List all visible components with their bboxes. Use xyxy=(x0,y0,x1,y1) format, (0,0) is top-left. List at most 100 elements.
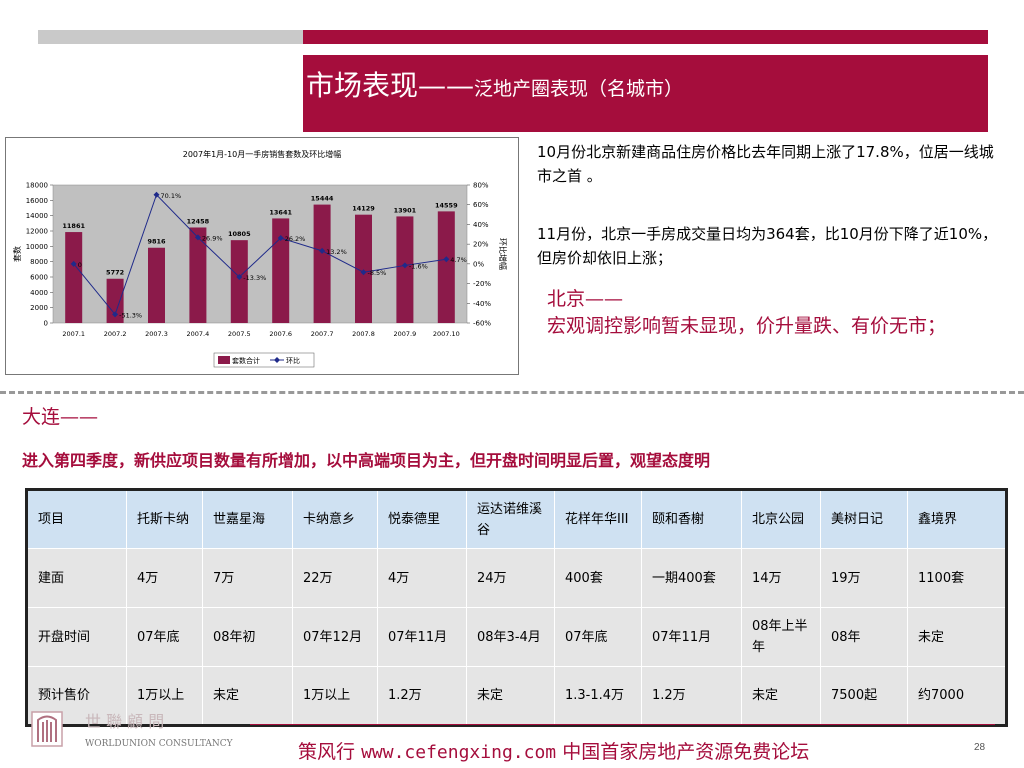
line-value-label: 70.1% xyxy=(161,192,182,200)
chart-bar xyxy=(437,211,455,323)
chart-bar xyxy=(65,232,83,323)
bar-value-label: 11861 xyxy=(62,222,85,230)
bar-value-label: 14129 xyxy=(352,205,375,213)
table-cell: 24万 xyxy=(466,548,555,608)
table-cell: 4万 xyxy=(126,548,203,608)
footer-url[interactable]: www.cefengxing.com xyxy=(361,742,557,763)
chart-bar xyxy=(313,204,331,323)
table-cell: 7万 xyxy=(202,548,293,608)
worldunion-logo: 世 聯 顧 問 WORLDUNION CONSULTANCY xyxy=(30,708,250,756)
bar-value-label: 12458 xyxy=(187,217,210,225)
sales-chart-svg: 2007年1月-10月一手房销售套数及环比增幅 0 2000 4000 6000 8000… xyxy=(12,149,508,368)
y-tick-label: 0 xyxy=(44,320,48,328)
footer: 策风行 www.cefengxing.com 中国首家房地产资源免费论坛 xyxy=(298,737,809,764)
table-header-cell: 颐和香榭 xyxy=(641,489,742,549)
line-point xyxy=(70,260,77,267)
table-cell: 未定 xyxy=(741,666,821,726)
table-cell: 未定 xyxy=(466,666,555,726)
y-tick-label: 14000 xyxy=(26,212,48,220)
table-header-cell: 项目 xyxy=(26,489,127,549)
chart-bar xyxy=(148,247,165,323)
dalian-summary: 进入第四季度，新供应项目数量有所增加，以中高端项目为主，但开盘时间明显后置，观望… xyxy=(22,451,711,470)
legend-marker-line xyxy=(274,357,280,363)
line-value-label: 0 xyxy=(78,261,82,269)
table-header-cell: 运达诺维溪谷 xyxy=(466,489,555,549)
line-value-label: -51.3% xyxy=(119,311,142,319)
line-point xyxy=(277,235,284,242)
y-tick-label: 2000 xyxy=(30,304,48,312)
line-point xyxy=(360,269,367,276)
y-axis-title: 套数 xyxy=(12,246,22,262)
table-cell: 400套 xyxy=(554,548,642,608)
y2-tick-label: -40% xyxy=(473,300,491,308)
sales-chart: 2007年1月-10月一手房销售套数及环比增幅 0 2000 4000 6000 8000… xyxy=(5,137,519,375)
table-header-cell: 美树日记 xyxy=(820,489,908,549)
y2-tick-label: 60% xyxy=(473,201,489,209)
y2-tick-label: 0% xyxy=(473,260,484,268)
page-title: 市场表现——泛地产圈表现（名城市） xyxy=(306,64,683,104)
logo-cn-text: 世 聯 顧 問 xyxy=(85,712,164,731)
table-cell: 1100套 xyxy=(907,548,1007,608)
y2-tick-label: 80% xyxy=(473,182,489,190)
top-gray-stripe xyxy=(38,30,303,44)
bar-value-label: 5772 xyxy=(106,269,124,277)
x-tick-label: 2007.3 xyxy=(145,330,168,338)
table-header-cell: 卡纳意乡 xyxy=(292,489,378,549)
y-tick-label: 4000 xyxy=(30,289,48,297)
legend-label-line: 环比 xyxy=(286,356,300,365)
bar-value-label: 13641 xyxy=(269,208,292,216)
line-value-label: -13.3% xyxy=(243,274,266,282)
x-tick-label: 2007.5 xyxy=(228,330,251,338)
y-tick-label: 8000 xyxy=(30,258,48,266)
table-header-cell: 托斯卡纳 xyxy=(126,489,203,549)
chart-bar xyxy=(106,278,124,323)
table-cell: 08年 xyxy=(820,607,908,667)
y2-tick-label: 20% xyxy=(473,241,489,249)
table-cell: 07年底 xyxy=(126,607,203,667)
table-cell: 7500起 xyxy=(820,666,908,726)
chart-bar xyxy=(396,216,414,323)
y-tick-label: 10000 xyxy=(26,243,48,251)
legend-swatch-bar xyxy=(218,356,230,364)
x-tick-label: 2007.9 xyxy=(394,330,417,338)
table-cell: 1.2万 xyxy=(641,666,742,726)
table-header-cell: 鑫境界 xyxy=(907,489,1007,549)
table-cell: 未定 xyxy=(907,607,1007,667)
table-row: 预计售价 1万以上 未定 1万以上 1.2万 未定 1.3-1.4万 1.2万 未定 7500起约… xyxy=(26,666,1007,726)
footer-name: 策风行 xyxy=(298,741,356,763)
line-value-label: 26.9% xyxy=(202,234,223,242)
table-cell: 1.3-1.4万 xyxy=(554,666,642,726)
y-tick-label: 12000 xyxy=(26,228,48,236)
table-cell: 一期400套 xyxy=(641,548,742,608)
table-row: 开盘时间 07年底 08年初 07年12月 07年11月 08年3-4月 07年底 07年11… xyxy=(26,607,1007,667)
y2-tick-label: -20% xyxy=(473,280,491,288)
table-cell: 1.2万 xyxy=(377,666,467,726)
series-line-ratio xyxy=(73,193,447,316)
table-header-cell: 世嘉星海 xyxy=(202,489,293,549)
line-value-label: -8.5% xyxy=(368,269,387,277)
chart-legend xyxy=(213,352,315,368)
y2-tick-label: 40% xyxy=(473,221,489,229)
x-tick-label: 2007.8 xyxy=(352,330,375,338)
y2-axis-title: 环比增幅 xyxy=(498,238,508,270)
line-point xyxy=(194,234,201,241)
table-header-cell: 花样年华III xyxy=(554,489,642,549)
line-value-label: 4.7% xyxy=(450,256,467,264)
legend-label-bar: 套数合计 xyxy=(232,356,260,365)
line-point xyxy=(112,311,119,318)
x-tick-label: 2007.6 xyxy=(269,330,292,338)
table-cell: 4万 xyxy=(377,548,467,608)
table-cell: 08年3-4月 xyxy=(466,607,555,667)
table-cell: 07年12月 xyxy=(292,607,378,667)
x-tick-label: 2007.2 xyxy=(104,330,127,338)
line-value-label: -1.6% xyxy=(409,262,428,270)
beijing-heading: 北京—— xyxy=(547,288,624,310)
table-cell: 未定 xyxy=(202,666,293,726)
y-tick-label: 18000 xyxy=(26,182,48,190)
page-number: 28 xyxy=(974,742,986,753)
x-tick-label: 2007.1 xyxy=(62,330,85,338)
table-cell: 08年初 xyxy=(202,607,293,667)
x-tick-label: 2007.10 xyxy=(433,330,460,338)
chart-bar xyxy=(355,214,372,323)
chart-bar xyxy=(230,240,248,323)
